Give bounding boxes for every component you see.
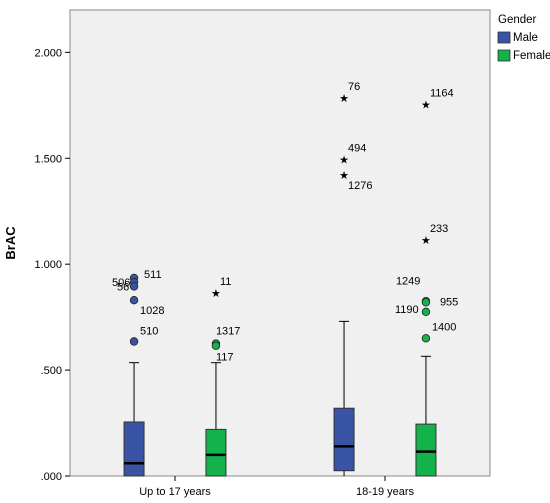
outlier-label: 955 [440,296,458,308]
legend-label-male: Male [513,32,538,44]
outlier-label: 511 [144,269,162,281]
outlier-label: 1400 [432,321,456,333]
outlier-circle [421,334,431,343]
outlier-circle [211,341,221,350]
outlier-label: 1028 [140,305,164,317]
box-male-1: ★76★494★1276 [333,81,373,476]
legend-title: Gender [498,14,537,26]
outlier-label: 494 [348,142,366,154]
box [123,421,145,477]
outlier-label: 1317 [216,326,240,338]
legend-label-female: Female [513,50,550,62]
extreme-star: ★ [339,93,349,105]
outlier-label: 117 [216,352,234,364]
box [415,423,437,477]
outlier-circle [129,337,139,346]
outlier-label: 1190 [395,304,419,316]
extreme-star: ★ [339,154,349,166]
y-tick-label: .500 [41,365,62,377]
legend-swatch-female [497,49,511,62]
y-axis-label: BrAC [3,226,18,260]
outlier-label: 510 [140,325,158,337]
box [333,407,355,472]
plot-area [69,9,491,477]
outlier-label: 56 [117,281,129,293]
x-tick-label: 18-19 years [356,486,415,498]
outlier-label: 506 [112,277,130,289]
y-tick-label: 1.000 [34,259,62,271]
outlier-label: 233 [430,223,448,235]
legend: Gender Male Female [497,14,550,62]
extreme-star: ★ [339,170,349,182]
outlier-label: 1276 [348,180,372,192]
y-tick-label: 2.000 [34,47,62,59]
extreme-star: ★ [211,288,221,300]
outlier-circle [421,298,431,307]
outlier-circle [129,282,139,291]
y-axis: .000 .500 1.000 1.500 2.000 [34,47,70,483]
extreme-star: ★ [421,235,431,247]
box-female-0: ★11 1317 117 [205,276,240,477]
box-group: 511506561028510★76★494★1276★111317117★11… [112,81,458,477]
y-tick-label: 1.500 [34,153,62,165]
box [205,428,227,477]
extreme-star: ★ [421,99,431,111]
y-tick-label: .000 [41,471,62,483]
x-tick-label: Up to 17 years [139,486,211,498]
x-axis: Up to 17 years 18-19 years [139,476,415,498]
outlier-label: 11 [220,276,231,288]
outlier-label: 76 [348,81,360,93]
legend-swatch-male [497,31,511,44]
outlier-circle [129,295,139,305]
outlier-circle [421,307,431,317]
outlier-label: 1249 [396,275,420,287]
outlier-label: 1164 [430,87,454,99]
